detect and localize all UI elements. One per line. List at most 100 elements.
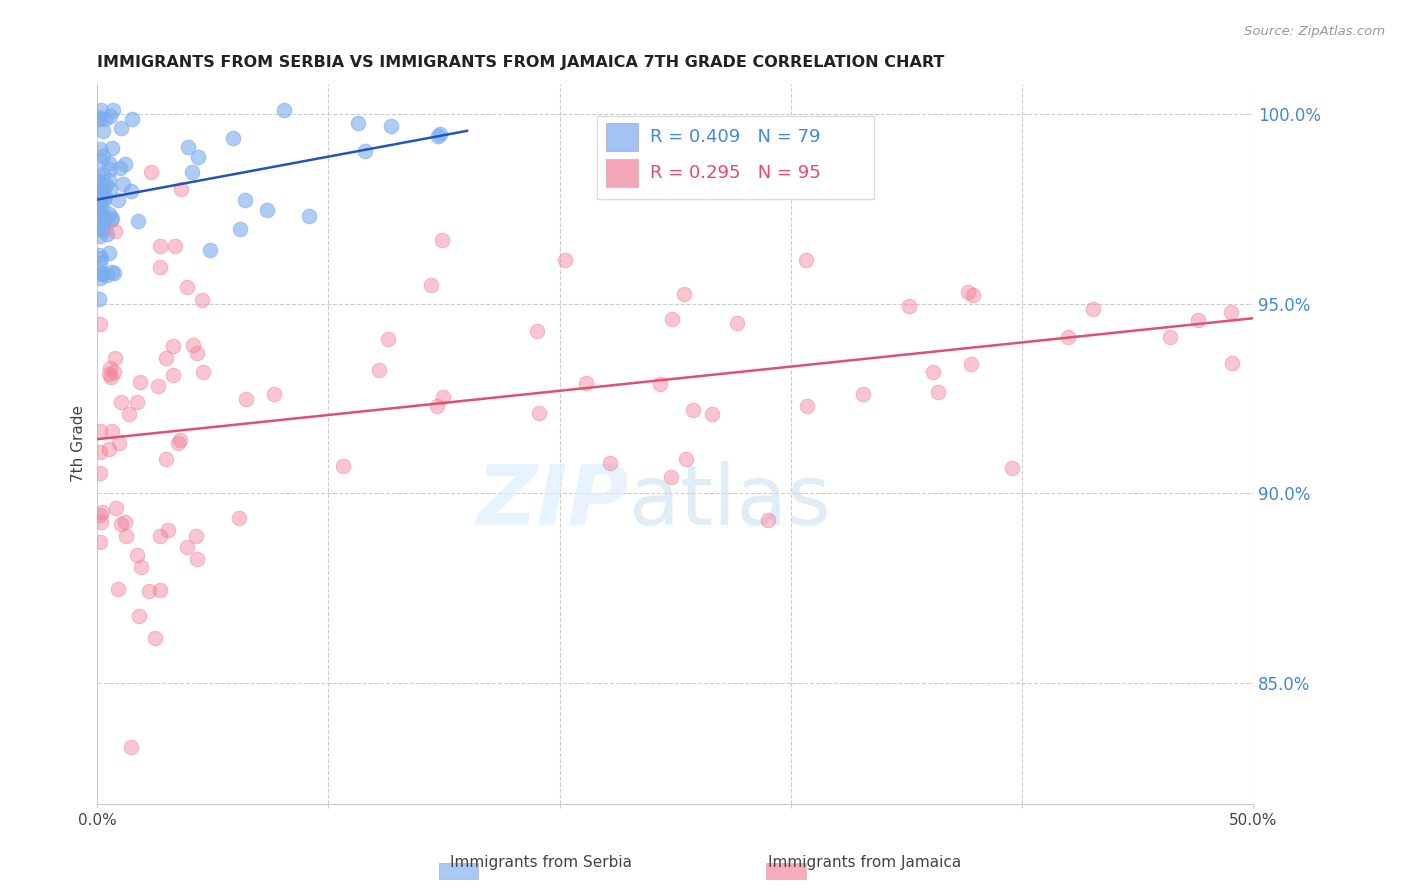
Point — [100, 370, 122, 384]
Point — [89, 444, 111, 458]
Point — [673, 287, 696, 301]
Point — [143, 631, 166, 645]
Point — [193, 364, 215, 378]
Point — [96, 268, 118, 282]
Point — [98, 161, 121, 176]
Point — [756, 513, 779, 527]
Point — [91, 183, 114, 197]
Point — [191, 293, 214, 307]
Point — [170, 182, 193, 196]
Point — [229, 221, 252, 235]
Point — [141, 165, 163, 179]
Point — [127, 548, 149, 562]
Point — [114, 515, 136, 529]
Point — [89, 466, 111, 480]
Point — [90, 203, 112, 218]
Point — [98, 156, 121, 170]
Point — [169, 433, 191, 447]
Text: R = 0.409   N = 79: R = 0.409 N = 79 — [650, 128, 820, 146]
Point — [87, 248, 110, 262]
Point — [127, 213, 149, 227]
Point — [380, 120, 402, 134]
Point — [181, 338, 204, 352]
Point — [1057, 330, 1080, 344]
Point — [648, 376, 671, 391]
Point — [426, 399, 449, 413]
Point — [89, 424, 111, 438]
Point — [297, 209, 319, 223]
Point — [104, 351, 127, 365]
Point — [89, 508, 111, 522]
Point — [138, 584, 160, 599]
Point — [432, 390, 454, 404]
Point — [263, 387, 285, 401]
Point — [97, 173, 120, 187]
Point — [104, 501, 127, 516]
Point — [107, 193, 129, 207]
Point — [675, 452, 697, 467]
Point — [110, 121, 132, 136]
Point — [89, 187, 111, 202]
Point — [222, 130, 245, 145]
Point — [90, 252, 112, 266]
Point — [1081, 301, 1104, 316]
Point — [957, 285, 980, 300]
Point — [91, 268, 114, 282]
Point — [852, 387, 875, 401]
Point — [166, 436, 188, 450]
Point — [93, 190, 115, 204]
Point — [100, 213, 122, 227]
Point — [91, 124, 114, 138]
Point — [107, 582, 129, 596]
Point — [98, 181, 121, 195]
Point — [87, 207, 110, 221]
Text: Immigrants from Serbia: Immigrants from Serbia — [450, 855, 633, 870]
Point — [93, 212, 115, 227]
Point — [97, 207, 120, 221]
Point — [527, 406, 550, 420]
Point — [430, 234, 453, 248]
Point — [427, 129, 450, 144]
Point — [794, 253, 817, 268]
Point — [91, 168, 114, 182]
Point — [90, 515, 112, 529]
Point — [177, 140, 200, 154]
Point — [93, 193, 115, 207]
Text: R = 0.295   N = 95: R = 0.295 N = 95 — [650, 164, 821, 182]
Point — [91, 505, 114, 519]
Text: atlas: atlas — [628, 461, 831, 542]
Point — [89, 228, 111, 243]
Point — [89, 142, 111, 156]
Point — [235, 392, 257, 407]
Point — [110, 516, 132, 531]
Point — [101, 425, 124, 439]
Point — [176, 280, 198, 294]
Point — [90, 194, 112, 208]
Point — [100, 140, 122, 154]
Point — [103, 103, 125, 118]
Point — [377, 333, 399, 347]
Point — [91, 149, 114, 163]
Point — [149, 529, 172, 543]
Point — [90, 153, 112, 167]
Point — [91, 182, 114, 196]
Point — [87, 199, 110, 213]
Point — [353, 145, 375, 159]
Point — [921, 365, 943, 379]
Point — [186, 551, 208, 566]
Point — [148, 260, 170, 275]
Point — [93, 112, 115, 126]
Point — [87, 222, 110, 236]
Point — [661, 311, 683, 326]
Point — [256, 203, 278, 218]
FancyBboxPatch shape — [596, 116, 875, 199]
Point — [89, 112, 111, 126]
Point — [89, 256, 111, 270]
Point — [110, 394, 132, 409]
Point — [120, 184, 142, 198]
Point — [118, 407, 141, 421]
Point — [107, 436, 129, 450]
Point — [796, 399, 818, 413]
Point — [110, 161, 132, 176]
Point — [1187, 312, 1209, 326]
